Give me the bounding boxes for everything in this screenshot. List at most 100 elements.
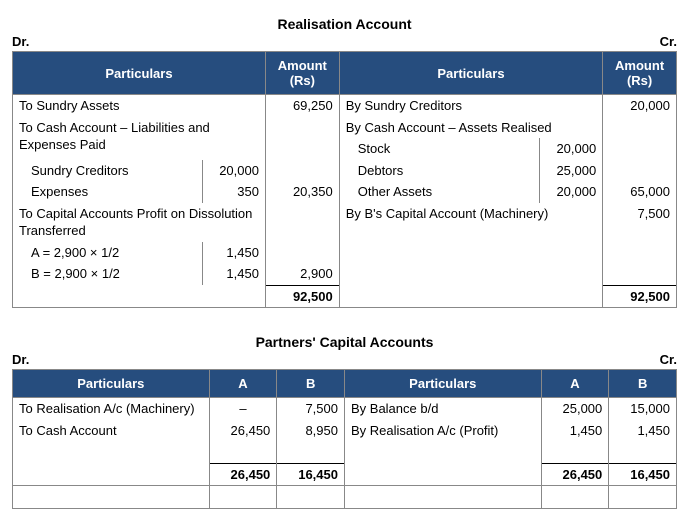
by-sundry-creditors-amt: 20,000 — [603, 95, 677, 117]
b-calc-label: B = 2,900 × 1/2 — [13, 263, 203, 285]
cash-assets-heading: By Cash Account – Assets Realised — [339, 117, 602, 139]
h-amount-r: Amount (Rs) — [603, 52, 677, 95]
profit-label: By Realisation A/c (Profit) — [344, 420, 541, 442]
total-la: 26,450 — [209, 463, 277, 486]
capital-drcr: Dr. Cr. — [12, 352, 677, 367]
cell — [13, 442, 210, 464]
profit-b: 1,450 — [609, 420, 677, 442]
total-ra: 26,450 — [541, 463, 609, 486]
balance-a: 25,000 — [541, 398, 609, 420]
cell — [603, 263, 677, 285]
stock-label: Stock — [339, 138, 539, 160]
cell — [603, 160, 677, 182]
exp-label: Expenses — [13, 181, 203, 203]
debtors-label: Debtors — [339, 160, 539, 182]
capital-heading: To Capital Accounts Profit on Dissolutio… — [13, 203, 266, 242]
row: To Cash Account – Liabilities and Expens… — [13, 117, 677, 139]
cell — [541, 486, 609, 509]
total-lb: 16,450 — [277, 463, 345, 486]
realisation-table: Particulars Amount (Rs) Particulars Amou… — [12, 51, 677, 308]
cell — [265, 242, 339, 264]
header-row: Particulars Amount (Rs) Particulars Amou… — [13, 52, 677, 95]
total-row: 26,450 16,450 26,450 16,450 — [13, 463, 677, 486]
row — [13, 442, 677, 464]
sc-label: Sundry Creditors — [13, 160, 203, 182]
row: A = 2,900 × 1/2 1,450 — [13, 242, 677, 264]
cell — [541, 442, 609, 464]
row: To Sundry Assets 69,250 By Sundry Credit… — [13, 95, 677, 117]
cell — [339, 263, 602, 285]
cell — [344, 486, 541, 509]
cell — [344, 442, 541, 464]
debtors-val: 25,000 — [539, 160, 602, 182]
cell — [609, 442, 677, 464]
row: To Realisation A/c (Machinery) – 7,500 B… — [13, 398, 677, 420]
b-calc-amt: 2,900 — [265, 263, 339, 285]
row: B = 2,900 × 1/2 1,450 2,900 — [13, 263, 677, 285]
cell — [265, 203, 339, 223]
real-mach-label: To Realisation A/c (Machinery) — [13, 398, 210, 420]
balance-label: By Balance b/d — [344, 398, 541, 420]
row: Sundry Creditors 20,000 Debtors 25,000 — [13, 160, 677, 182]
cash-liab-heading: To Cash Account – Liabilities and Expens… — [13, 117, 266, 160]
b-capital-amt: 7,500 — [603, 203, 677, 242]
a-calc-val: 1,450 — [202, 242, 265, 264]
row: To Capital Accounts Profit on Dissolutio… — [13, 203, 677, 223]
cell — [13, 463, 210, 486]
b-calc-val: 1,450 — [202, 263, 265, 285]
total-l: 92,500 — [265, 285, 339, 308]
total-rb: 16,450 — [609, 463, 677, 486]
sundry-assets-label: To Sundry Assets — [13, 95, 266, 117]
other-amt: 65,000 — [603, 181, 677, 203]
cell — [277, 486, 345, 509]
by-sundry-creditors-label: By Sundry Creditors — [339, 95, 602, 117]
other-label: Other Assets — [339, 181, 539, 203]
cell — [13, 486, 210, 509]
cell — [603, 242, 677, 264]
h-b-l: B — [277, 370, 345, 398]
total-r: 92,500 — [603, 285, 677, 308]
cell — [265, 117, 339, 139]
total-row: 92,500 92,500 — [13, 285, 677, 308]
profit-a: 1,450 — [541, 420, 609, 442]
sundry-assets-amt: 69,250 — [265, 95, 339, 117]
b-capital-label: By B's Capital Account (Machinery) — [339, 203, 602, 242]
cell — [339, 242, 602, 264]
cell — [339, 285, 602, 308]
real-mach-a: – — [209, 398, 277, 420]
cr-label: Cr. — [660, 352, 677, 367]
exp-amt: 20,350 — [265, 181, 339, 203]
stock-val: 20,000 — [539, 138, 602, 160]
header-row: Particulars A B Particulars A B — [13, 370, 677, 398]
row: To Cash Account 26,450 8,950 By Realisat… — [13, 420, 677, 442]
a-calc-label: A = 2,900 × 1/2 — [13, 242, 203, 264]
row: Expenses 350 20,350 Other Assets 20,000 … — [13, 181, 677, 203]
h-a-l: A — [209, 370, 277, 398]
real-mach-b: 7,500 — [277, 398, 345, 420]
sc-val: 20,000 — [202, 160, 265, 182]
realisation-drcr: Dr. Cr. — [12, 34, 677, 49]
cell — [603, 117, 677, 139]
cash-a: 26,450 — [209, 420, 277, 442]
cell — [609, 486, 677, 509]
cash-label: To Cash Account — [13, 420, 210, 442]
h-b-r: B — [609, 370, 677, 398]
h-particulars-r: Particulars — [339, 52, 602, 95]
cash-b: 8,950 — [277, 420, 345, 442]
cr-label: Cr. — [660, 34, 677, 49]
cell — [209, 442, 277, 464]
realisation-title: Realisation Account — [12, 16, 677, 32]
h-particulars-r: Particulars — [344, 370, 541, 398]
cell — [344, 463, 541, 486]
capital-title: Partners' Capital Accounts — [12, 334, 677, 350]
h-particulars-l: Particulars — [13, 370, 210, 398]
balance-b: 15,000 — [609, 398, 677, 420]
h-a-r: A — [541, 370, 609, 398]
dr-label: Dr. — [12, 352, 29, 367]
other-val: 20,000 — [539, 181, 602, 203]
cell — [603, 138, 677, 160]
cell — [209, 486, 277, 509]
dr-label: Dr. — [12, 34, 29, 49]
row — [13, 486, 677, 509]
cell — [265, 160, 339, 182]
